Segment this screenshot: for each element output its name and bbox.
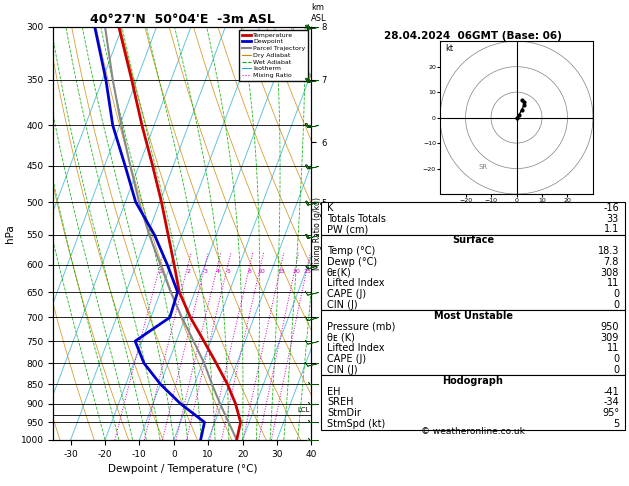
- Text: Most Unstable: Most Unstable: [433, 311, 513, 321]
- Text: SR: SR: [478, 164, 487, 170]
- Text: CIN (J): CIN (J): [327, 300, 358, 310]
- Text: StmSpd (kt): StmSpd (kt): [327, 419, 385, 429]
- Text: 1.1: 1.1: [604, 225, 619, 234]
- Text: Totals Totals: Totals Totals: [327, 213, 386, 224]
- Text: Hodograph: Hodograph: [443, 376, 503, 386]
- Text: 5: 5: [613, 419, 619, 429]
- Text: θᴇ (K): θᴇ (K): [327, 332, 355, 343]
- Text: Lifted Index: Lifted Index: [327, 343, 384, 353]
- Text: 0: 0: [613, 289, 619, 299]
- Text: PW (cm): PW (cm): [327, 225, 368, 234]
- Title: 40°27'N  50°04'E  -3m ASL: 40°27'N 50°04'E -3m ASL: [90, 13, 275, 26]
- Bar: [321, 202, 625, 235]
- Text: CAPE (J): CAPE (J): [327, 289, 366, 299]
- Text: © weatheronline.co.uk: © weatheronline.co.uk: [421, 427, 525, 435]
- Text: 28.04.2024  06GMT (Base: 06): 28.04.2024 06GMT (Base: 06): [384, 31, 562, 41]
- Text: 15: 15: [277, 269, 285, 274]
- Text: 309: 309: [601, 332, 619, 343]
- Text: 11: 11: [607, 278, 619, 289]
- Text: SREH: SREH: [327, 398, 353, 407]
- Text: Pressure (mb): Pressure (mb): [327, 322, 396, 332]
- Text: 33: 33: [607, 213, 619, 224]
- Text: 7.8: 7.8: [604, 257, 619, 267]
- Text: 950: 950: [601, 322, 619, 332]
- Text: 3: 3: [203, 269, 208, 274]
- Text: kt: kt: [445, 44, 454, 53]
- Text: km
ASL: km ASL: [311, 3, 327, 22]
- Text: EH: EH: [327, 387, 340, 397]
- Text: CIN (J): CIN (J): [327, 365, 358, 375]
- Text: K: K: [327, 203, 333, 213]
- Text: -41: -41: [603, 387, 619, 397]
- Text: -34: -34: [603, 398, 619, 407]
- Text: Temp (°C): Temp (°C): [327, 246, 376, 256]
- Text: CAPE (J): CAPE (J): [327, 354, 366, 364]
- Text: 0: 0: [613, 354, 619, 364]
- Text: 18.3: 18.3: [598, 246, 619, 256]
- Text: 0: 0: [613, 365, 619, 375]
- Bar: [321, 235, 625, 311]
- Text: 4: 4: [216, 269, 220, 274]
- Text: 2: 2: [186, 269, 190, 274]
- Text: Lifted Index: Lifted Index: [327, 278, 384, 289]
- Y-axis label: hPa: hPa: [5, 224, 15, 243]
- Text: θᴇ(K): θᴇ(K): [327, 268, 352, 278]
- Text: -16: -16: [603, 203, 619, 213]
- Text: 20: 20: [292, 269, 300, 274]
- Text: 95°: 95°: [602, 408, 619, 418]
- Text: Dewp (°C): Dewp (°C): [327, 257, 377, 267]
- Bar: [321, 375, 625, 430]
- Bar: [321, 311, 625, 375]
- Text: 1: 1: [159, 269, 162, 274]
- Text: 10: 10: [257, 269, 265, 274]
- Text: Surface: Surface: [452, 235, 494, 245]
- Text: 308: 308: [601, 268, 619, 278]
- Text: Mixing Ratio (g/kg): Mixing Ratio (g/kg): [313, 197, 321, 270]
- Text: 11: 11: [607, 343, 619, 353]
- Legend: Temperature, Dewpoint, Parcel Trajectory, Dry Adiabat, Wet Adiabat, Isotherm, Mi: Temperature, Dewpoint, Parcel Trajectory…: [239, 30, 308, 81]
- Text: 0: 0: [613, 300, 619, 310]
- Text: 5: 5: [226, 269, 230, 274]
- X-axis label: Dewpoint / Temperature (°C): Dewpoint / Temperature (°C): [108, 464, 257, 474]
- Text: LCL: LCL: [298, 407, 310, 413]
- Text: 25: 25: [304, 269, 312, 274]
- Text: StmDir: StmDir: [327, 408, 361, 418]
- Text: 8: 8: [248, 269, 252, 274]
